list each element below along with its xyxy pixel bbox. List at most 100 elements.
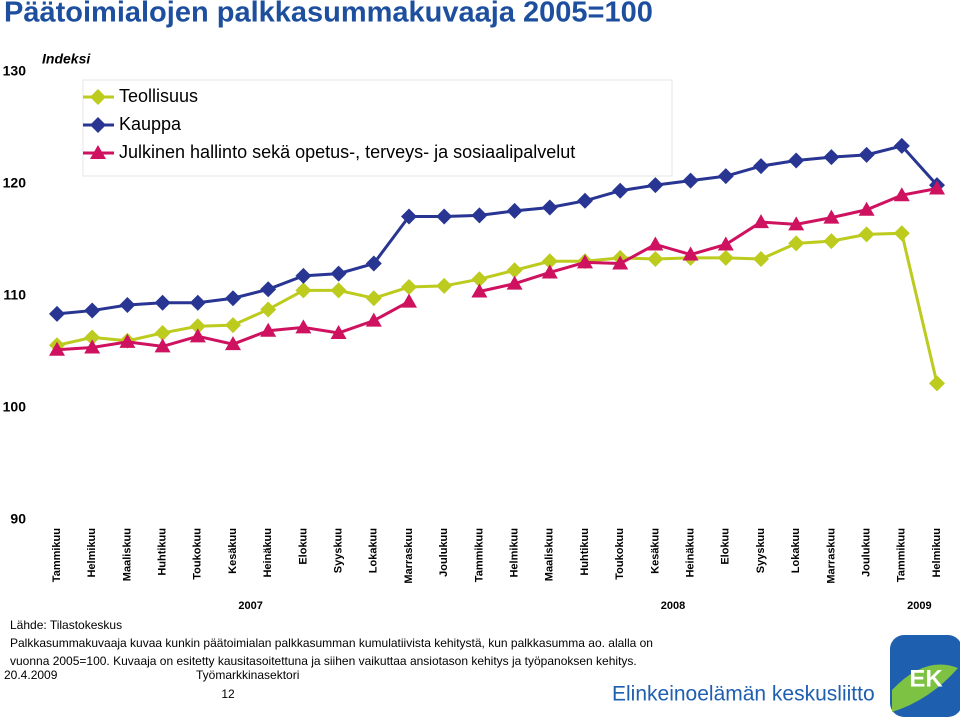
x-tick-label: Huhtikuu [579,528,591,576]
marker [753,158,769,175]
marker [84,339,101,354]
marker [401,208,417,225]
marker [929,180,945,195]
marker [260,322,277,337]
marker [717,236,734,251]
x-tick-label: Elokuu [297,528,309,565]
marker [471,271,488,288]
y-tick-label: 120 [3,175,27,191]
marker [612,182,629,199]
x-group-label: 2009 [907,600,931,612]
legend-marker [90,89,106,105]
source: Lähde: Tilastokeskus [10,618,123,632]
marker [577,254,593,269]
x-tick-label: Kesäkuu [649,528,661,574]
marker [823,149,840,166]
marker [189,294,206,311]
x-tick-label: Helmikuu [86,528,98,578]
marker [717,249,734,266]
legend-marker [90,145,106,159]
y-tick-label: 100 [3,399,27,415]
y-tick-label: 130 [3,63,27,79]
x-tick-label: Helmikuu [931,528,943,578]
marker [260,281,277,298]
marker [858,146,875,163]
marker [788,235,805,252]
x-tick-label: Huhtikuu [157,528,169,576]
marker [788,152,805,169]
x-tick-label: Tammikuu [51,528,63,582]
marker [506,262,523,279]
marker [225,336,241,351]
x-tick-label: Syyskuu [755,528,767,573]
legend-label: Julkinen hallinto sekä opetus-, terveys-… [119,142,575,162]
page-number: 12 [221,687,235,701]
marker [788,216,805,231]
legend-label: Kauppa [119,114,182,134]
marker [612,255,629,270]
marker [119,296,136,313]
marker [225,290,241,307]
marker [893,187,910,202]
x-tick-label: Kesäkuu [227,528,239,574]
marker [49,341,65,356]
x-tick-label: Maaliskuu [121,528,133,581]
x-tick-label: Joulukuu [861,528,873,577]
x-tick-label: Maaliskuu [544,528,556,581]
x-tick-label: Elokuu [720,528,732,565]
organization: Elinkeinoelämän keskusliitto [612,683,875,706]
marker [330,265,347,282]
marker [506,202,523,219]
x-tick-label: Heinäkuu [262,528,274,578]
marker [858,226,875,243]
marker [647,236,664,251]
marker [753,214,769,229]
marker [541,199,558,216]
x-tick-label: Tammikuu [473,528,485,582]
marker [154,294,171,311]
department: Työmarkkinasektori [196,668,300,682]
marker [471,283,488,298]
marker [189,328,206,343]
marker [260,301,277,318]
x-tick-label: Heinäkuu [685,528,697,578]
marker [541,253,558,270]
marker [330,324,347,339]
marker [295,282,312,299]
x-tick-label: Toukokuu [192,528,204,580]
legend-marker [90,117,106,133]
marker [436,208,453,225]
marker [189,318,206,335]
marker [717,168,734,185]
marker [682,246,699,261]
x-tick-label: Marraskuu [403,528,415,584]
marker [365,312,382,327]
logo-text: EK [909,665,943,692]
marker [436,277,453,294]
logo: EK Elinkeinoelämän keskusliitto [612,635,960,717]
marker [823,233,840,250]
date: 20.4.2009 [4,668,58,682]
marker [893,137,910,154]
marker [858,201,875,216]
marker [401,279,417,296]
marker [929,375,945,392]
marker [541,264,558,279]
marker [119,333,136,348]
x-tick-label: Joulukuu [438,528,450,577]
marker [753,251,769,268]
marker [330,282,347,299]
marker [647,177,664,194]
x-tick-label: Lokakuu [368,528,380,573]
x-group-label: 2007 [238,600,262,612]
x-tick-label: Lokakuu [790,528,802,573]
marker [154,324,171,341]
x-tick-label: Syyskuu [333,528,345,573]
marker [154,338,171,353]
marker [823,209,840,224]
marker [49,305,65,322]
marker [682,172,699,189]
y-tick-label: 110 [3,287,26,303]
